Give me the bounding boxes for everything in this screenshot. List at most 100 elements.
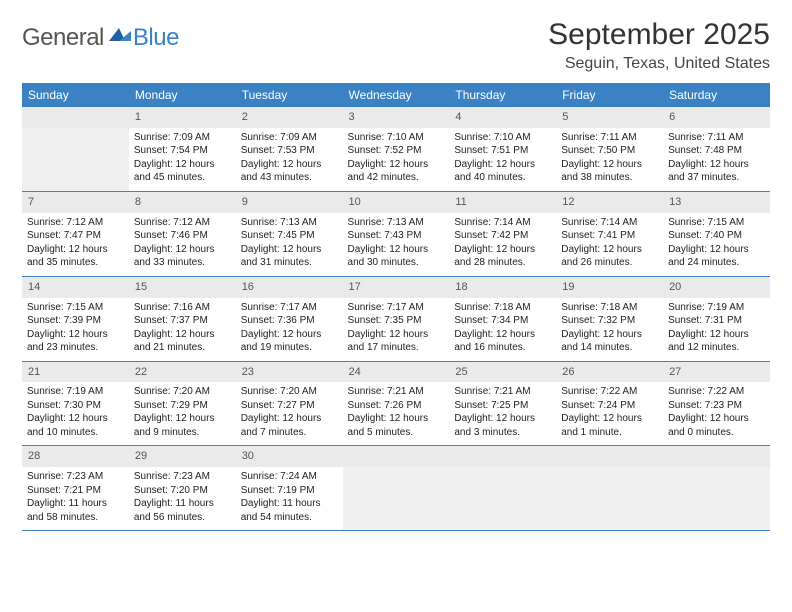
sunrise-text: Sunrise: 7:14 AM — [454, 216, 551, 230]
daylight-text: Daylight: 12 hours and 1 minute. — [561, 412, 658, 439]
daylight-text: Daylight: 12 hours and 45 minutes. — [134, 158, 231, 185]
sunrise-text: Sunrise: 7:20 AM — [134, 385, 231, 399]
day-cell: Sunrise: 7:17 AMSunset: 7:35 PMDaylight:… — [343, 298, 450, 362]
day-number: 30 — [236, 446, 343, 467]
day-number: 5 — [556, 107, 663, 128]
day-number: 8 — [129, 191, 236, 212]
day-cell: Sunrise: 7:21 AMSunset: 7:25 PMDaylight:… — [449, 382, 556, 446]
page-title: September 2025 — [548, 18, 770, 52]
empty-cell — [343, 467, 450, 531]
day-cell: Sunrise: 7:18 AMSunset: 7:32 PMDaylight:… — [556, 298, 663, 362]
logo: General Blue — [22, 24, 179, 52]
week-row: Sunrise: 7:09 AMSunset: 7:54 PMDaylight:… — [22, 128, 770, 192]
day-number: 1 — [129, 107, 236, 128]
sunrise-text: Sunrise: 7:13 AM — [241, 216, 338, 230]
day-number: 27 — [663, 361, 770, 382]
daylight-text: Daylight: 12 hours and 42 minutes. — [348, 158, 445, 185]
day-cell: Sunrise: 7:11 AMSunset: 7:50 PMDaylight:… — [556, 128, 663, 192]
sunset-text: Sunset: 7:21 PM — [27, 484, 124, 498]
sunrise-text: Sunrise: 7:21 AM — [348, 385, 445, 399]
day-cell: Sunrise: 7:09 AMSunset: 7:53 PMDaylight:… — [236, 128, 343, 192]
sunrise-text: Sunrise: 7:14 AM — [561, 216, 658, 230]
day-cell: Sunrise: 7:24 AMSunset: 7:19 PMDaylight:… — [236, 467, 343, 531]
sunrise-text: Sunrise: 7:22 AM — [668, 385, 765, 399]
empty-cell — [663, 467, 770, 531]
day-number — [556, 446, 663, 467]
sunrise-text: Sunrise: 7:11 AM — [668, 131, 765, 145]
sunrise-text: Sunrise: 7:11 AM — [561, 131, 658, 145]
sunrise-text: Sunrise: 7:17 AM — [348, 301, 445, 315]
day-cell: Sunrise: 7:14 AMSunset: 7:41 PMDaylight:… — [556, 213, 663, 277]
sunset-text: Sunset: 7:32 PM — [561, 314, 658, 328]
daylight-text: Daylight: 12 hours and 7 minutes. — [241, 412, 338, 439]
day-number: 2 — [236, 107, 343, 128]
sunset-text: Sunset: 7:48 PM — [668, 144, 765, 158]
day-number: 22 — [129, 361, 236, 382]
week-row: Sunrise: 7:12 AMSunset: 7:47 PMDaylight:… — [22, 213, 770, 277]
daylight-text: Daylight: 12 hours and 37 minutes. — [668, 158, 765, 185]
day-number: 20 — [663, 276, 770, 297]
daylight-text: Daylight: 12 hours and 21 minutes. — [134, 328, 231, 355]
empty-cell — [22, 128, 129, 192]
sunset-text: Sunset: 7:50 PM — [561, 144, 658, 158]
sunset-text: Sunset: 7:42 PM — [454, 229, 551, 243]
day-cell: Sunrise: 7:20 AMSunset: 7:29 PMDaylight:… — [129, 382, 236, 446]
day-number: 11 — [449, 191, 556, 212]
sunset-text: Sunset: 7:43 PM — [348, 229, 445, 243]
day-number: 13 — [663, 191, 770, 212]
day-number: 9 — [236, 191, 343, 212]
daylight-text: Daylight: 12 hours and 40 minutes. — [454, 158, 551, 185]
day-cell: Sunrise: 7:21 AMSunset: 7:26 PMDaylight:… — [343, 382, 450, 446]
daylight-text: Daylight: 11 hours and 58 minutes. — [27, 497, 124, 524]
location-text: Seguin, Texas, United States — [548, 55, 770, 73]
day-number: 14 — [22, 276, 129, 297]
daynum-row: 14151617181920 — [22, 276, 770, 297]
daylight-text: Daylight: 12 hours and 5 minutes. — [348, 412, 445, 439]
daylight-text: Daylight: 12 hours and 33 minutes. — [134, 243, 231, 270]
day-cell: Sunrise: 7:19 AMSunset: 7:31 PMDaylight:… — [663, 298, 770, 362]
day-number: 7 — [22, 191, 129, 212]
day-cell: Sunrise: 7:16 AMSunset: 7:37 PMDaylight:… — [129, 298, 236, 362]
daynum-row: 78910111213 — [22, 191, 770, 212]
day-number: 12 — [556, 191, 663, 212]
day-header: Monday — [129, 83, 236, 107]
sunset-text: Sunset: 7:27 PM — [241, 399, 338, 413]
sunset-text: Sunset: 7:53 PM — [241, 144, 338, 158]
sunrise-text: Sunrise: 7:19 AM — [668, 301, 765, 315]
sunrise-text: Sunrise: 7:12 AM — [134, 216, 231, 230]
day-number: 24 — [343, 361, 450, 382]
daylight-text: Daylight: 12 hours and 10 minutes. — [27, 412, 124, 439]
day-number: 23 — [236, 361, 343, 382]
sunset-text: Sunset: 7:20 PM — [134, 484, 231, 498]
sunrise-text: Sunrise: 7:24 AM — [241, 470, 338, 484]
sunrise-text: Sunrise: 7:15 AM — [27, 301, 124, 315]
daylight-text: Daylight: 12 hours and 3 minutes. — [454, 412, 551, 439]
logo-text-blue: Blue — [133, 24, 179, 52]
sunset-text: Sunset: 7:30 PM — [27, 399, 124, 413]
daylight-text: Daylight: 12 hours and 31 minutes. — [241, 243, 338, 270]
empty-cell — [556, 467, 663, 531]
day-header-row: Sunday Monday Tuesday Wednesday Thursday… — [22, 83, 770, 107]
daylight-text: Daylight: 12 hours and 43 minutes. — [241, 158, 338, 185]
day-number — [22, 107, 129, 128]
logo-mark-icon — [109, 25, 131, 46]
day-header: Thursday — [449, 83, 556, 107]
sunset-text: Sunset: 7:24 PM — [561, 399, 658, 413]
day-cell: Sunrise: 7:12 AMSunset: 7:47 PMDaylight:… — [22, 213, 129, 277]
sunset-text: Sunset: 7:19 PM — [241, 484, 338, 498]
day-cell: Sunrise: 7:15 AMSunset: 7:39 PMDaylight:… — [22, 298, 129, 362]
day-cell: Sunrise: 7:20 AMSunset: 7:27 PMDaylight:… — [236, 382, 343, 446]
day-header: Saturday — [663, 83, 770, 107]
sunrise-text: Sunrise: 7:21 AM — [454, 385, 551, 399]
sunset-text: Sunset: 7:39 PM — [27, 314, 124, 328]
day-cell: Sunrise: 7:09 AMSunset: 7:54 PMDaylight:… — [129, 128, 236, 192]
day-header: Wednesday — [343, 83, 450, 107]
daylight-text: Daylight: 12 hours and 19 minutes. — [241, 328, 338, 355]
daylight-text: Daylight: 12 hours and 24 minutes. — [668, 243, 765, 270]
sunrise-text: Sunrise: 7:10 AM — [348, 131, 445, 145]
week-row: Sunrise: 7:19 AMSunset: 7:30 PMDaylight:… — [22, 382, 770, 446]
day-number: 25 — [449, 361, 556, 382]
sunset-text: Sunset: 7:45 PM — [241, 229, 338, 243]
sunrise-text: Sunrise: 7:23 AM — [27, 470, 124, 484]
day-cell: Sunrise: 7:15 AMSunset: 7:40 PMDaylight:… — [663, 213, 770, 277]
